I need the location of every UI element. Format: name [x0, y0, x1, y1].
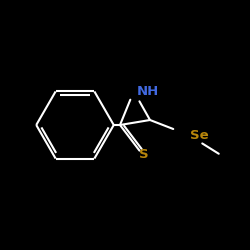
Text: Se: Se — [190, 129, 208, 142]
Text: S: S — [139, 148, 148, 161]
Text: NH: NH — [136, 85, 158, 98]
